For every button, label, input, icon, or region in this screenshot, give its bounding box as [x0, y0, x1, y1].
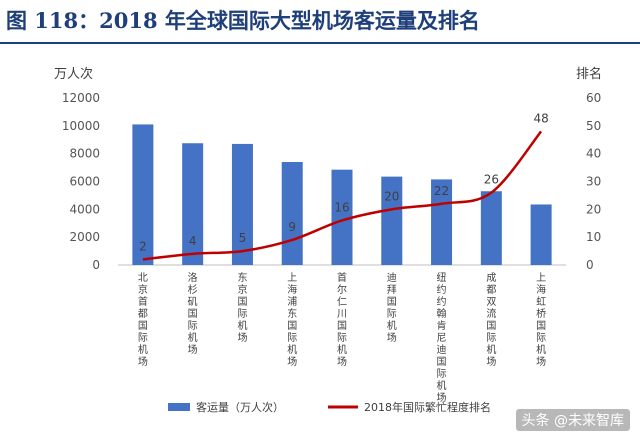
rank-series-line — [142, 130, 543, 261]
watermark: 头条 @未来智库 — [515, 409, 630, 431]
category-label: 东京国际机场 — [237, 271, 247, 344]
rank-data-label: 9 — [288, 220, 296, 234]
y-left-tick-label: 0 — [92, 258, 100, 272]
y-right-tick-label: 20 — [586, 202, 601, 216]
figure-title: 图 118：2018 年全球国际大型机场客运量及排名 — [6, 8, 480, 33]
rank-data-label: 4 — [189, 234, 197, 248]
rank-data-label: 22 — [434, 184, 449, 198]
y-left-tick-label: 2000 — [69, 230, 100, 244]
y-right-tick-label: 50 — [586, 119, 601, 133]
legend-bar-swatch — [168, 403, 190, 411]
bar — [530, 204, 552, 265]
rank-data-label: 5 — [239, 231, 247, 245]
bar — [431, 179, 453, 265]
bar — [231, 143, 253, 265]
y-left-tick-label: 12000 — [62, 91, 100, 105]
category-label: 纽约约翰肯尼迪国际机场 — [437, 271, 447, 404]
rank-data-label: 2 — [139, 239, 147, 253]
y-right-tick-label: 0 — [586, 258, 594, 272]
rank-data-label: 16 — [334, 200, 349, 214]
category-label: 上海虹桥国际机场 — [536, 272, 546, 368]
y-left-tick-label: 10000 — [62, 119, 100, 133]
rank-data-label: 20 — [384, 189, 399, 203]
bar — [480, 191, 502, 265]
rank-data-label: 26 — [484, 173, 499, 187]
bar — [381, 176, 403, 265]
legend-bar-label: 客运量（万人次） — [196, 400, 284, 414]
y-right-tick-label: 40 — [586, 147, 601, 161]
bar — [132, 124, 154, 265]
category-label: 首尔仁川国际机场 — [337, 271, 347, 368]
y-left-tick-label: 4000 — [69, 202, 100, 216]
rank-data-label: 48 — [533, 111, 548, 125]
y-left-title: 万人次 — [54, 66, 93, 82]
bar — [182, 143, 204, 265]
y-left-tick-label: 8000 — [69, 147, 100, 161]
y-right-tick-label: 30 — [586, 175, 601, 189]
title-rule — [0, 42, 640, 44]
legend-line-label: 2018年国际繁忙程度排名 — [364, 400, 491, 414]
y-left-tick-label: 6000 — [69, 175, 100, 189]
y-right-tick-label: 10 — [586, 230, 601, 244]
y-right-title: 排名 — [576, 66, 602, 82]
category-label: 北京首都国际机场 — [138, 272, 148, 368]
bar — [281, 162, 303, 265]
category-label: 成都双流国际机场 — [486, 272, 496, 368]
bar — [331, 169, 353, 265]
category-label: 上海浦东国际机场 — [287, 272, 297, 368]
category-label: 迪拜国际机场 — [387, 272, 397, 344]
y-right-tick-label: 60 — [586, 91, 601, 105]
category-label: 洛杉矶国际机场 — [188, 271, 198, 356]
